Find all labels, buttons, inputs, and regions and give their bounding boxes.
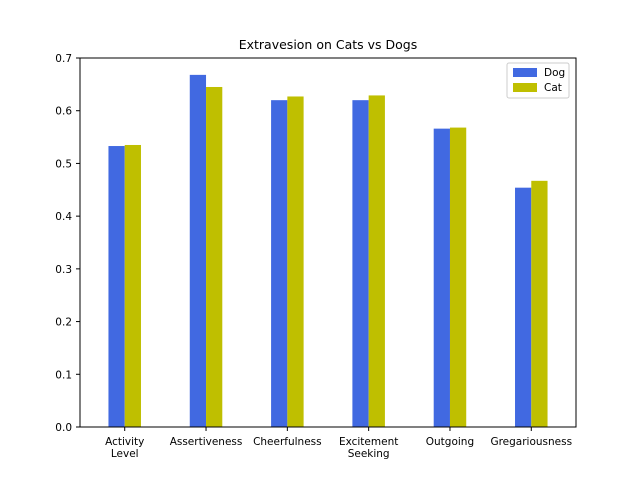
y-tick-label: 0.3 (55, 264, 72, 276)
bar-dog-5 (515, 187, 532, 427)
bar-dog-0 (108, 146, 125, 428)
x-tick-label: Outgoing (426, 436, 474, 448)
y-tick-label: 0.4 (55, 211, 72, 223)
legend-swatch-cat (513, 83, 537, 92)
bar-cat-3 (368, 95, 385, 428)
bar-cat-5 (531, 180, 548, 427)
x-tick-label: Cheerfulness (253, 436, 322, 448)
y-tick-label: 0.2 (55, 317, 72, 329)
y-tick-label: 0.6 (55, 106, 72, 118)
y-tick-label: 0.0 (55, 422, 72, 434)
bar-cat-1 (206, 86, 223, 427)
bar-dog-4 (433, 128, 450, 427)
plot-frame (79, 57, 577, 428)
x-axis: Activity Level Assertiveness Cheerfulness Ex… (105, 427, 572, 460)
bar-dog-3 (352, 100, 369, 428)
bars-group (108, 74, 548, 428)
legend-label-cat: Cat (544, 82, 562, 94)
x-tick-label: Assertiveness (170, 436, 243, 448)
y-tick-label: 0.5 (55, 158, 72, 170)
bar-cat-2 (287, 96, 304, 427)
bar-dog-2 (271, 100, 288, 428)
legend-swatch-dog (513, 68, 537, 77)
y-tick-label: 0.7 (55, 53, 72, 65)
y-axis: 0.0 0.1 0.2 0.3 0.4 0.5 0.6 0.7 (55, 53, 80, 434)
x-tick-label: Excitement Seeking (339, 436, 398, 460)
legend: Dog Cat (506, 62, 570, 99)
x-tick-label: Activity Level (105, 436, 144, 460)
legend-label-dog: Dog (544, 67, 565, 79)
chart-title: Extravesion on Cats vs Dogs (239, 37, 418, 52)
bar-cat-4 (449, 127, 467, 427)
bar-cat-0 (124, 144, 141, 427)
x-tick-label: Gregariousness (490, 436, 572, 448)
y-tick-label: 0.1 (55, 369, 72, 381)
bar-dog-1 (189, 74, 207, 428)
